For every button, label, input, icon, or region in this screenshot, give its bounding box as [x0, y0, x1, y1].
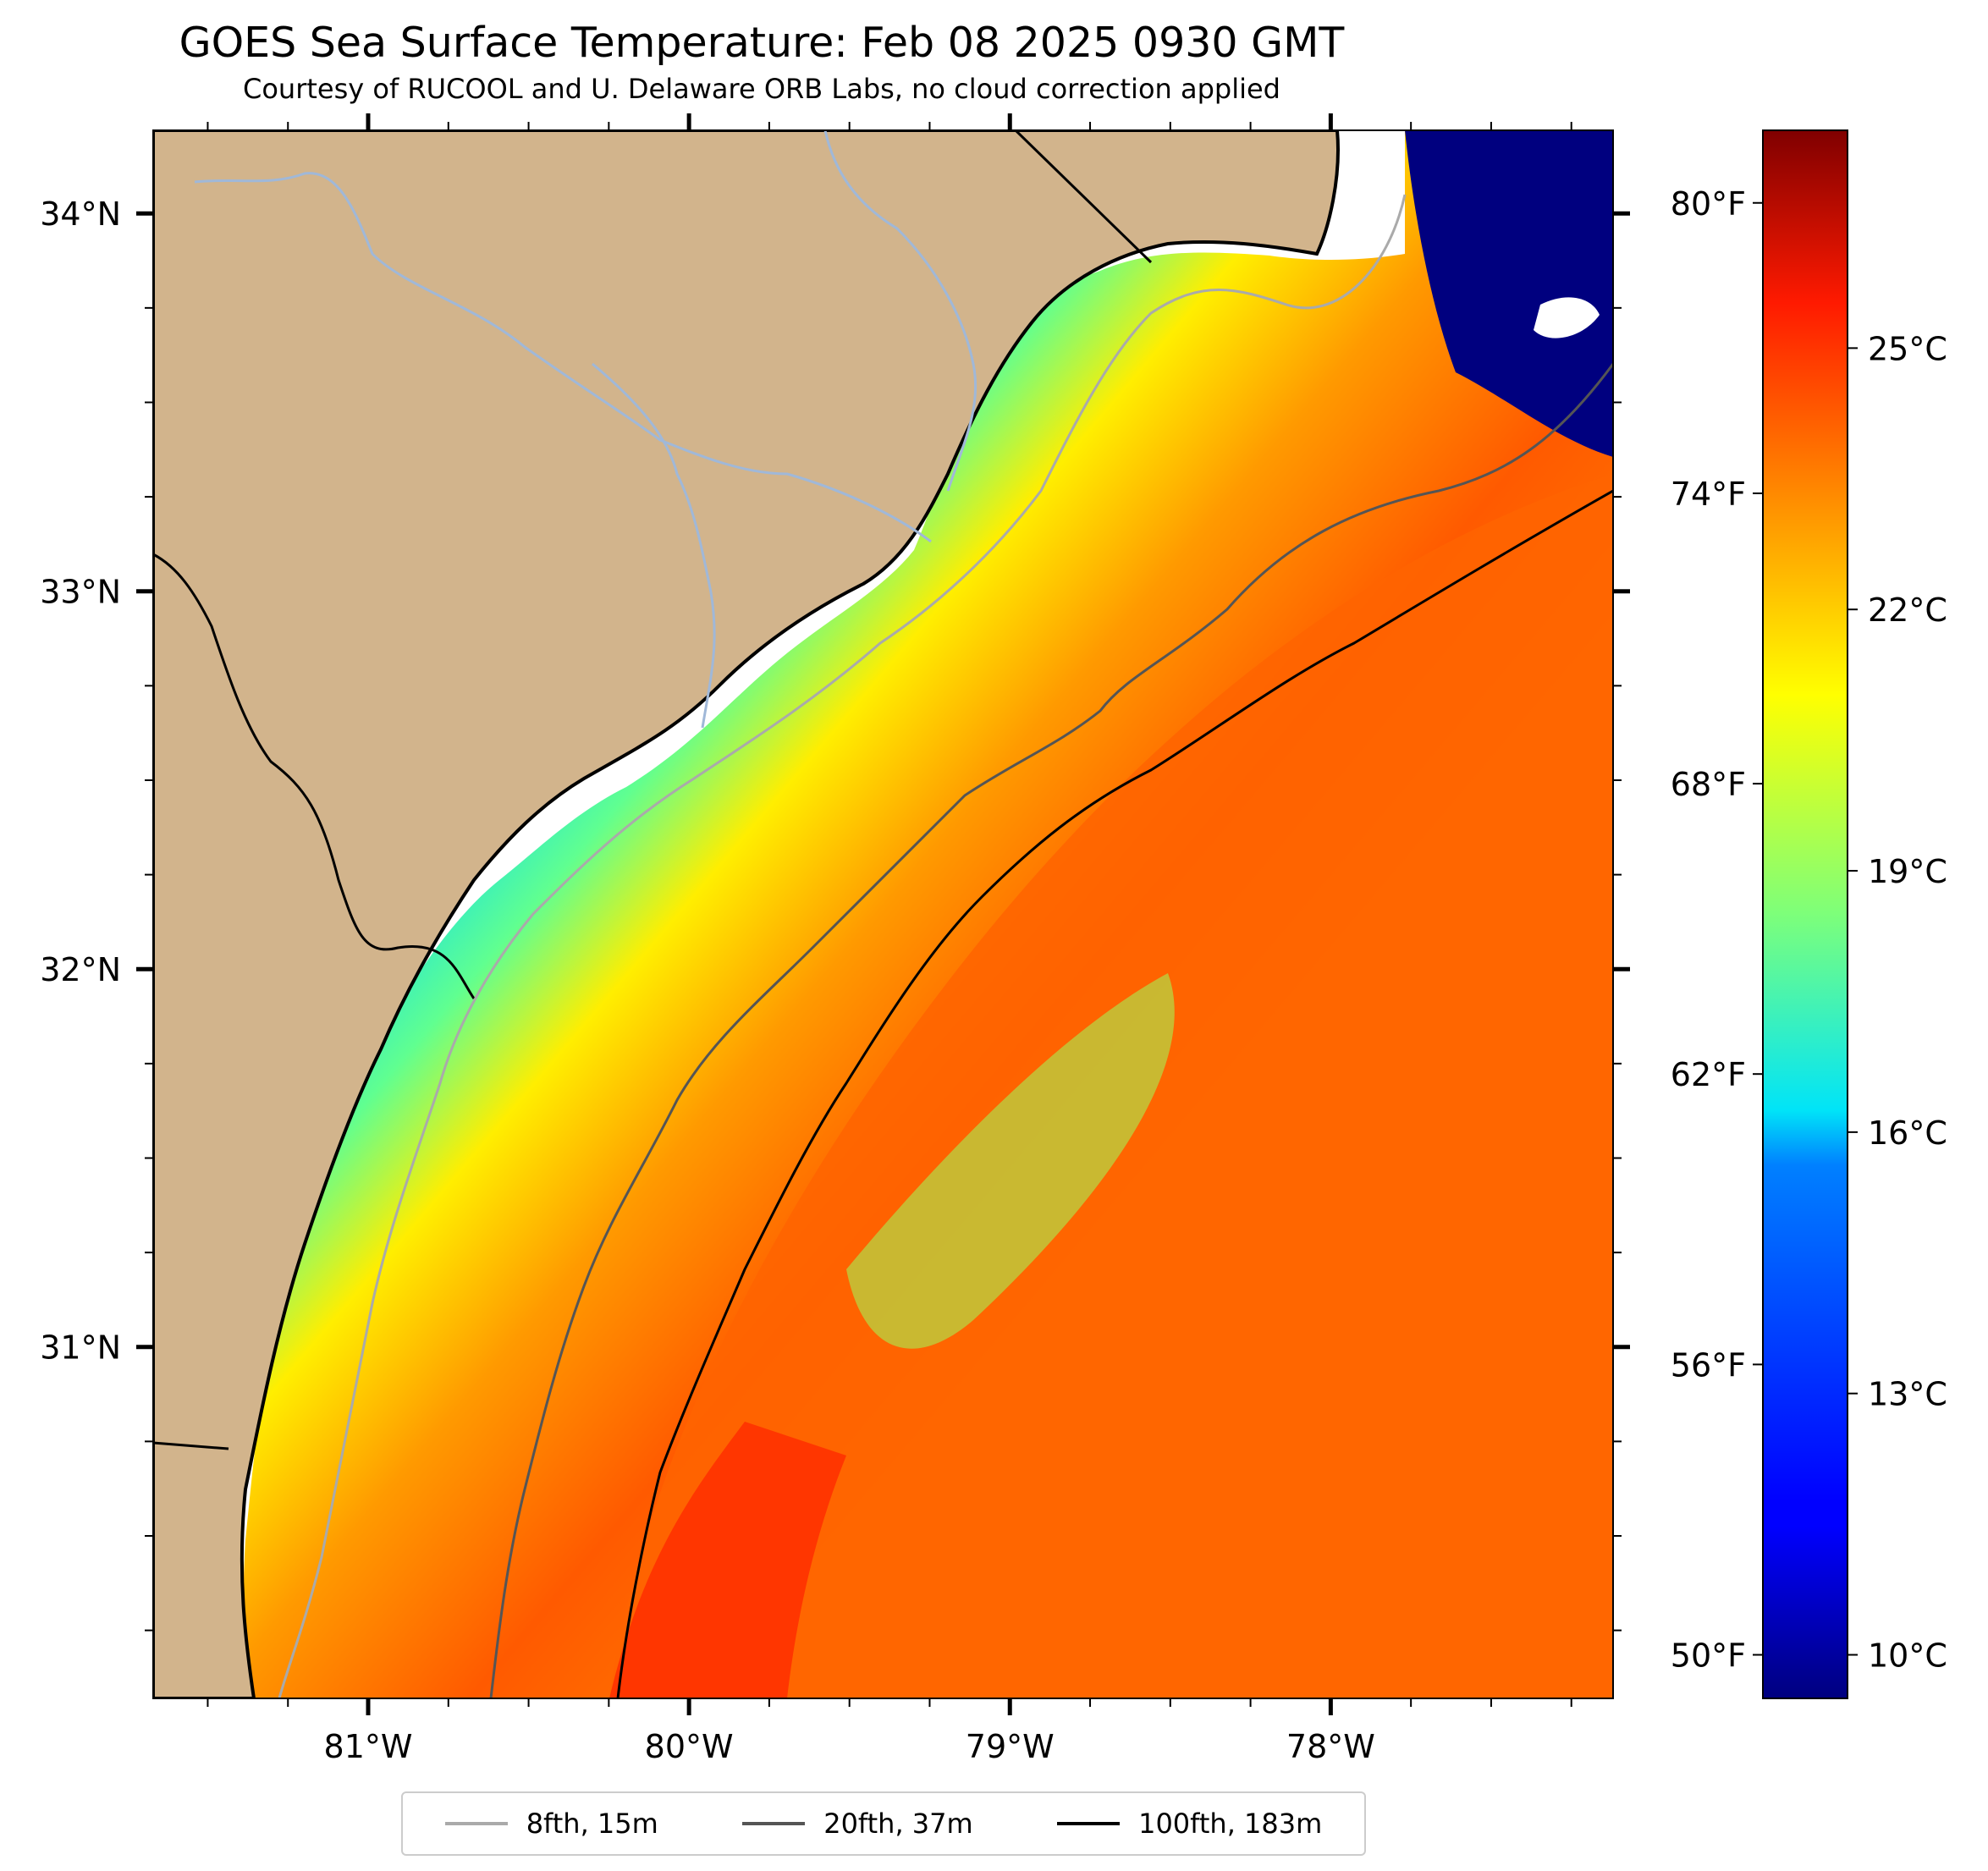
river	[592, 362, 716, 729]
colorbar-f-label: 56°F	[1671, 1346, 1746, 1384]
lat-tick-label: 31°N	[40, 1329, 121, 1367]
lon-tick-label: 78°W	[1286, 1728, 1375, 1765]
colorbar-f-label: 50°F	[1671, 1637, 1746, 1675]
cold-water-mass	[1405, 130, 1613, 457]
lon-tick-label: 81°W	[324, 1728, 413, 1765]
lon-tick-label: 79°W	[966, 1728, 1055, 1765]
land-mass	[153, 130, 1340, 1698]
map-axis-ticks: 81°W 80°W 79°W 78°W 34°N 33°N 32°N 31°N	[40, 113, 1630, 1765]
state-border	[153, 1441, 229, 1450]
lat-tick-label: 33°N	[40, 574, 121, 611]
legend-item-20fth: 20fth, 37m	[742, 1808, 973, 1840]
colorbar-c-label: 25°C	[1868, 330, 1947, 367]
map-plot-area	[153, 130, 1613, 1698]
colorbar-f-label: 80°F	[1671, 185, 1746, 223]
lon-tick-label: 80°W	[645, 1728, 734, 1765]
cloud-gap	[1534, 297, 1600, 338]
isobath-legend: 8fth, 15m 20fth, 37m 100fth, 183m	[401, 1791, 1366, 1856]
legend-swatch	[742, 1822, 806, 1825]
colorbar-c-label: 19°C	[1868, 853, 1947, 890]
colorbar-c-label: 22°C	[1868, 592, 1947, 629]
lat-tick-label: 32°N	[40, 951, 121, 988]
map-subtitle: Courtesy of RUCOOL and U. Delaware ORB L…	[243, 73, 1280, 105]
state-border	[1014, 130, 1153, 264]
colorbar-c-label: 10°C	[1868, 1637, 1947, 1675]
legend-label: 8fth, 15m	[526, 1808, 658, 1840]
colorbar-f-label: 68°F	[1671, 766, 1746, 803]
legend-label: 100fth, 183m	[1138, 1808, 1323, 1840]
colorbar-ticks: 80°F 74°F 68°F 62°F 56°F 50°F 25°C 22°C 19°C 16°C…	[1671, 185, 1947, 1675]
legend-swatch	[444, 1822, 508, 1825]
isobath-100fth	[616, 489, 1613, 1698]
colorbar-c-label: 16°C	[1868, 1114, 1947, 1152]
colorbar-f-label: 74°F	[1671, 476, 1746, 513]
river	[194, 172, 932, 543]
map-title: GOES Sea Surface Temperature: Feb 08 202…	[179, 19, 1345, 67]
legend-item-8fth: 8fth, 15m	[444, 1808, 658, 1840]
isobath-8fth	[278, 194, 1407, 1698]
isobath-20fth	[489, 363, 1613, 1698]
map-frame	[152, 129, 1614, 1699]
colorbar-f-label: 62°F	[1671, 1056, 1746, 1093]
legend-swatch	[1057, 1822, 1121, 1825]
shelf-water-patch	[846, 973, 1175, 1349]
river	[823, 130, 977, 492]
legend-label: 20fth, 37m	[823, 1808, 973, 1840]
gulf-stream-core	[609, 1422, 846, 1698]
colorbar-c-label: 13°C	[1868, 1376, 1947, 1413]
lat-tick-label: 34°N	[40, 195, 121, 233]
state-border	[153, 553, 476, 999]
colorbar	[1762, 129, 1848, 1699]
legend-item-100fth: 100fth, 183m	[1057, 1808, 1322, 1840]
